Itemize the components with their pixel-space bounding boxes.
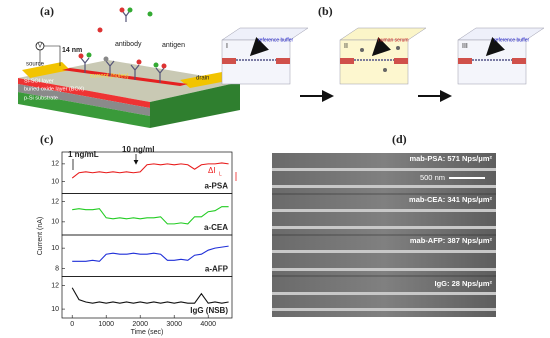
step-numeral: I — [226, 43, 228, 50]
soi-face — [18, 78, 150, 108]
series-label: IgG (NSB) — [190, 306, 228, 315]
delta-label: ΔI — [208, 166, 216, 175]
step-numeral: III — [462, 43, 468, 50]
image-caption: IgG: 28 Nps/μm² — [434, 279, 492, 288]
series-label: a-PSA — [204, 182, 228, 191]
step: II human serum — [339, 27, 427, 85]
subplot-frame — [61, 276, 233, 319]
gap-label: 14 nm — [62, 47, 82, 54]
voltage-label: V — [38, 44, 42, 50]
trace — [71, 162, 229, 179]
x-tick-label: 4000 — [200, 321, 216, 328]
step: III reference buffer — [457, 27, 545, 85]
step-buffer: human serum — [378, 37, 409, 43]
substrate-label: p-Si substrate — [24, 95, 58, 101]
y-tick-label: 8 — [55, 265, 59, 272]
scale-bar — [449, 177, 485, 179]
antigen-label: antigen — [162, 42, 185, 49]
image-caption: mab-CEA: 341 Nps/μm² — [409, 195, 492, 204]
source-pad — [22, 62, 70, 78]
trace — [72, 245, 229, 262]
nanowire — [62, 68, 188, 86]
series-label: a-CEA — [204, 223, 228, 232]
step-buffer: reference buffer — [494, 37, 530, 43]
series-label: a-AFP — [205, 265, 229, 274]
soi-label: Si-SOI layer — [24, 78, 54, 84]
device-side — [150, 82, 240, 128]
antigens — [78, 7, 167, 69]
panel-b: (b) I reference buffer II human serum — [221, 4, 545, 102]
trace — [71, 287, 229, 304]
trace — [72, 206, 229, 225]
step: I reference buffer — [221, 27, 309, 85]
scale-label: 500 nm — [420, 173, 445, 182]
box-face — [18, 84, 150, 116]
y-tick-label: 10 — [51, 178, 59, 185]
current-label: current (holes) — [90, 74, 129, 80]
panel-a: (a) V 14 nm antibody antigen source drai… — [18, 4, 240, 128]
y-tick-label: 10 — [51, 245, 59, 252]
annotation: 1 ng/mL — [68, 150, 99, 159]
wire — [39, 45, 61, 66]
box-label: buried oxide layer (BOX) — [24, 86, 84, 92]
panel-c: (c) Current (nA) Time (sec) 1 ng/mL 10 n… — [37, 132, 237, 336]
y-tick-label: 12 — [51, 198, 59, 205]
panel-d: (d) mab-PSA: 571 Nps/μm² mab-CEA: 341 Np… — [272, 132, 496, 317]
image-caption: mab-PSA: 571 Nps/μm² — [409, 154, 492, 163]
panel-label: (c) — [40, 132, 53, 146]
x-tick-label: 2000 — [132, 321, 148, 328]
image-caption: mab-AFP: 387 Nps/μm² — [410, 236, 493, 245]
y-tick-label: 10 — [51, 219, 59, 226]
drain-label: drain — [196, 76, 209, 82]
step-numeral: II — [344, 43, 348, 50]
y-tick-label: 12 — [51, 282, 59, 289]
y-tick-label: 10 — [51, 306, 59, 313]
annotation-arrow — [72, 154, 136, 170]
step-buffer: reference buffer — [258, 37, 294, 43]
antibodies — [80, 11, 165, 83]
delta-subscript: L — [219, 171, 222, 177]
x-tick-label: 0 — [70, 321, 74, 328]
antibody-label: antibody — [115, 41, 142, 48]
panel-label: (b) — [318, 4, 333, 18]
substrate-face — [18, 92, 150, 128]
x-tick-label: 3000 — [166, 321, 182, 328]
separators — [272, 193, 496, 277]
y-tick-label: 12 — [51, 161, 59, 168]
panel-label: (a) — [40, 4, 54, 18]
y-axis-label: Current (nA) — [37, 217, 44, 256]
x-tick-label: 1000 — [98, 321, 114, 328]
annotation: 10 ng/ml — [122, 145, 154, 154]
nanowires — [272, 168, 496, 311]
source-label: source — [26, 62, 45, 68]
x-axis-label: Time (sec) — [131, 329, 164, 336]
panel-label: (d) — [392, 132, 407, 146]
drain-pad — [180, 72, 232, 88]
